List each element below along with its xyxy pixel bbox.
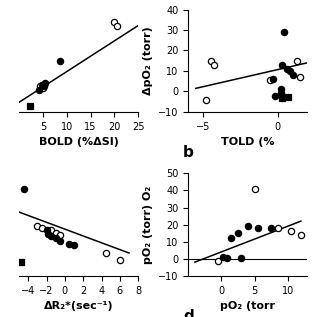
X-axis label: TOLD (%: TOLD (% — [221, 137, 275, 147]
X-axis label: ΔR₂*(sec⁻¹): ΔR₂*(sec⁻¹) — [44, 301, 113, 311]
Y-axis label: ΔpO₂ (torr): ΔpO₂ (torr) — [143, 26, 152, 95]
X-axis label: BOLD (%ΔSI): BOLD (%ΔSI) — [39, 137, 119, 147]
Y-axis label: pO₂ (torr) O₂: pO₂ (torr) O₂ — [143, 185, 152, 264]
Text: b: b — [183, 145, 194, 160]
Text: d: d — [183, 308, 194, 317]
X-axis label: pO₂ (torr: pO₂ (torr — [220, 301, 275, 311]
